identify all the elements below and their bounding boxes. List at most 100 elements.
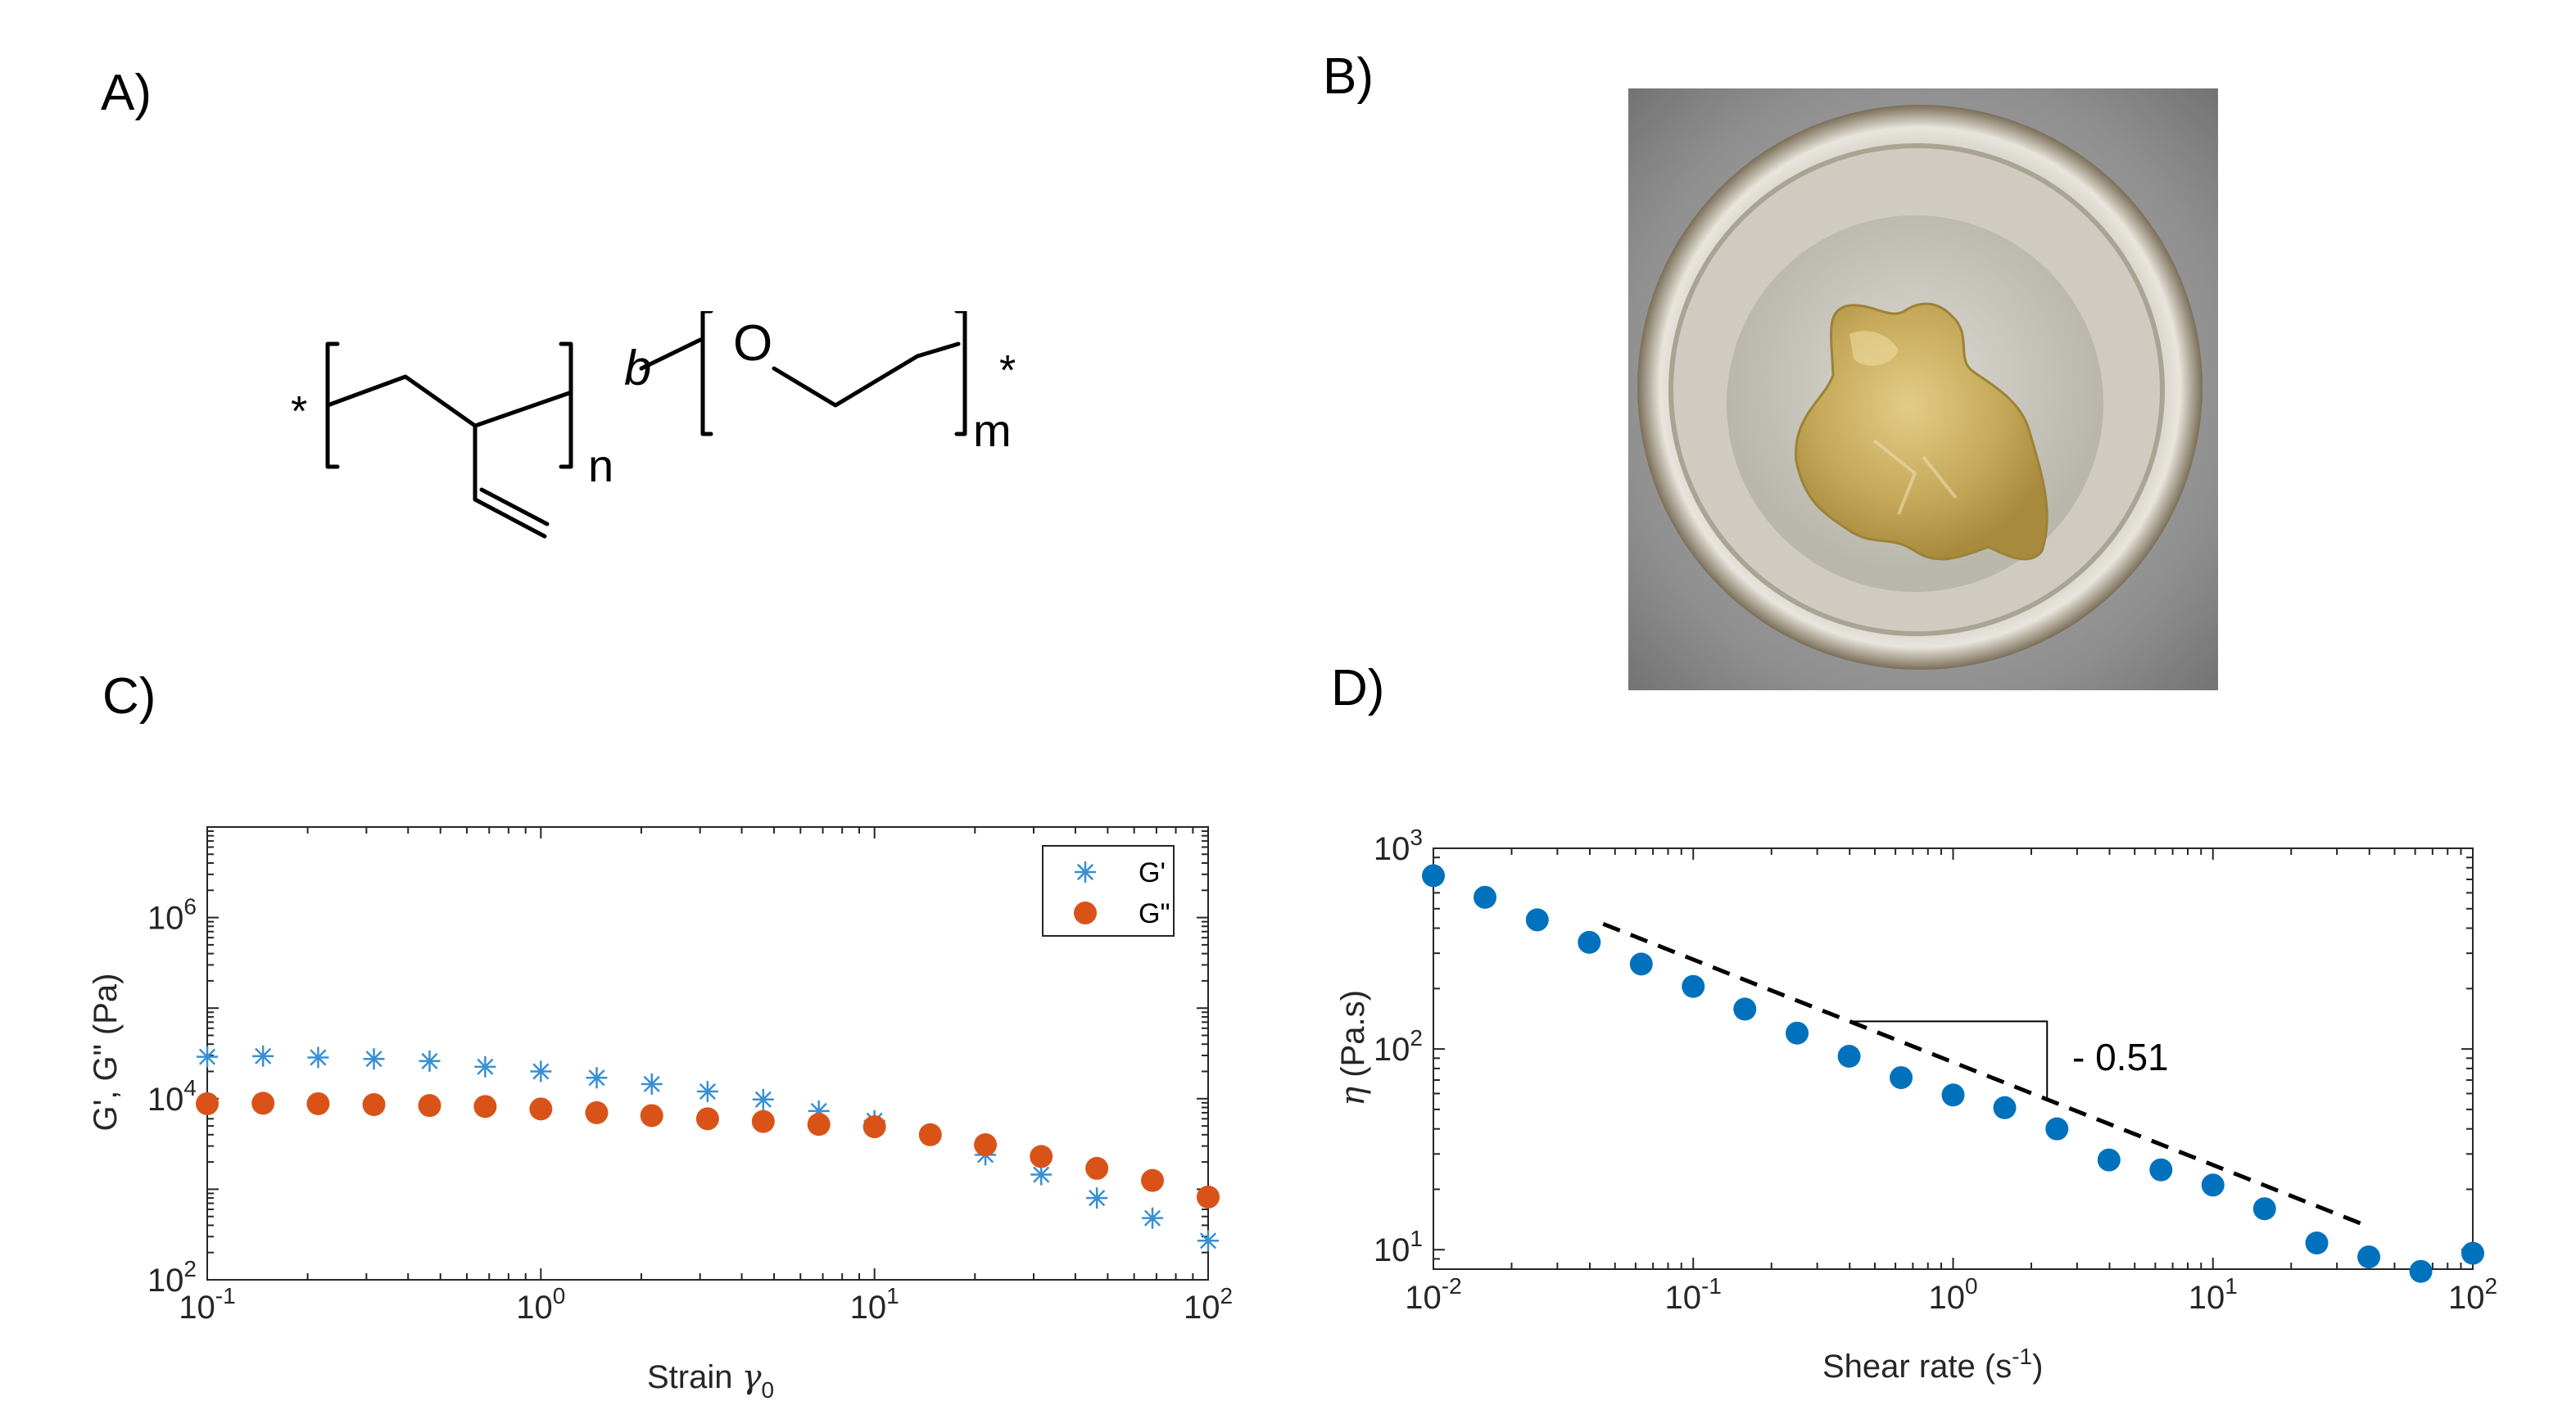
viscosity-point (1578, 930, 1601, 954)
chemical-structure: * b O n m * (291, 311, 1016, 539)
g-prime-point (530, 1060, 552, 1082)
vinyl-bond (473, 423, 547, 539)
y-tick-label: 102 (1374, 1025, 1423, 1068)
y-tick-label: 106 (147, 894, 197, 937)
chart-d-xlabel: Shear rate (s-1) (1822, 1344, 2043, 1385)
vinyl-double-bond (479, 487, 550, 526)
x-tick-label: 10-2 (1405, 1273, 1461, 1316)
oxygen-atom: O (733, 315, 772, 372)
g-prime-point (1142, 1207, 1164, 1229)
g-double-prime-point (862, 1115, 886, 1139)
viscosity-point (1941, 1083, 1965, 1107)
viscosity-point (1629, 952, 1653, 976)
viscosity-point (2201, 1173, 2225, 1197)
g-prime-point (363, 1048, 385, 1070)
gel-sample (1795, 302, 2049, 561)
viscosity-point (1837, 1044, 1861, 1068)
chart-c-ylabel: G', G" (Pa) (88, 974, 124, 1132)
viscosity-point (1474, 885, 1497, 909)
star-right: * (999, 347, 1016, 395)
g-prime-point (1197, 1230, 1219, 1252)
chart-c-xlabel: Strain γ0 (647, 1358, 774, 1403)
g-prime-point (197, 1046, 218, 1068)
g-double-prime-point (529, 1097, 553, 1121)
viscosity-point (1890, 1066, 1913, 1090)
viscosity-point (1733, 997, 1757, 1021)
x-tick-label: 101 (850, 1283, 899, 1326)
link-bond (639, 337, 703, 371)
g-double-prime-point (362, 1093, 386, 1117)
backbone-bonds (325, 374, 572, 428)
legend-marker-g-prime (1075, 861, 1096, 883)
y-tick-label: 103 (1374, 827, 1423, 867)
x-tick-label: 100 (516, 1283, 565, 1326)
g-double-prime-point (473, 1095, 497, 1118)
subscript-m: m (973, 404, 1012, 456)
viscosity-point (2252, 1197, 2276, 1221)
g-double-prime-point (751, 1109, 775, 1133)
g-double-prime-point (695, 1107, 719, 1131)
legend-label-g-prime: G' (1139, 857, 1166, 888)
subscript-n: n (588, 440, 613, 491)
chart-c: 10-1 100 101 102 102 104 106 G' G" Strain γ0 G… (88, 826, 1233, 1403)
x-tick-label: 102 (2448, 1273, 2497, 1316)
g-double-prime-point (251, 1091, 275, 1115)
g-double-prime-point (196, 1091, 219, 1115)
right-bracket-1 (559, 341, 573, 469)
y-tick-label: 101 (1374, 1226, 1423, 1268)
g-prime-point (252, 1045, 274, 1067)
viscosity-point (2409, 1259, 2433, 1283)
g-double-prime-point (1141, 1168, 1165, 1192)
block-label: b (624, 341, 651, 395)
g-prime-point (696, 1081, 718, 1103)
x-tick-label: 102 (1184, 1283, 1233, 1326)
chart-d-ylabel: η (Pa.s) (1339, 990, 1372, 1106)
g-double-prime-point (640, 1104, 663, 1128)
fit-line (1602, 922, 2370, 1229)
gel-highlight (1849, 331, 1899, 366)
x-tick-label: 101 (2189, 1273, 2238, 1316)
panel-label-b: B) (1323, 48, 1374, 105)
panel-label-a: A) (101, 65, 152, 121)
g-double-prime-point (807, 1113, 831, 1137)
g-double-prime-point (1085, 1156, 1109, 1180)
x-tick-label: 100 (1928, 1273, 1977, 1316)
legend-asterisk (1075, 861, 1096, 883)
g-double-prime-point (306, 1091, 330, 1115)
g-prime-point (641, 1073, 663, 1095)
g-prime-point (752, 1088, 774, 1110)
panel-label-d: D) (1331, 660, 1385, 716)
chart-d-annotation: - 0.51 (2072, 1036, 2169, 1078)
g-double-prime-point (1197, 1185, 1220, 1209)
g-double-prime-point (418, 1094, 441, 1118)
g-prime-point (419, 1050, 441, 1072)
viscosity-point (2305, 1231, 2329, 1255)
legend-marker-g-double-prime (1074, 902, 1097, 924)
viscosity-point (2097, 1148, 2121, 1172)
gel-facets (1872, 439, 1958, 515)
viscosity-point (1993, 1096, 2017, 1119)
viscosity-point (2461, 1241, 2484, 1265)
right-bracket-2 (954, 311, 967, 436)
y-tick-label: 102 (147, 1256, 197, 1299)
g-prime-point (474, 1055, 496, 1078)
viscosity-point (1422, 864, 1445, 888)
chart-c-legend: G' G" (1042, 845, 1175, 937)
sample-photo (1628, 88, 2218, 690)
slope-triangle (1849, 1020, 2049, 1100)
star-left: * (291, 388, 307, 436)
viscosity-point (2149, 1158, 2173, 1182)
viscosity-point (1786, 1021, 1809, 1045)
viscosity-point (2045, 1117, 2069, 1141)
viscosity-point (1525, 908, 1549, 932)
g-prime-point (1086, 1187, 1108, 1209)
g-prime-point (586, 1067, 608, 1089)
g-double-prime-point (1030, 1145, 1053, 1168)
g-prime-point (307, 1046, 329, 1069)
peo-bonds (772, 341, 961, 408)
viscosity-point (2357, 1245, 2381, 1269)
g-double-prime-point (918, 1123, 942, 1146)
left-bracket-2 (700, 311, 713, 436)
chart-d: 10-2 10-1 100 101 102 101 102 103 - 0.51 Shear … (1339, 827, 2497, 1385)
viscosity-point (1682, 974, 1705, 998)
